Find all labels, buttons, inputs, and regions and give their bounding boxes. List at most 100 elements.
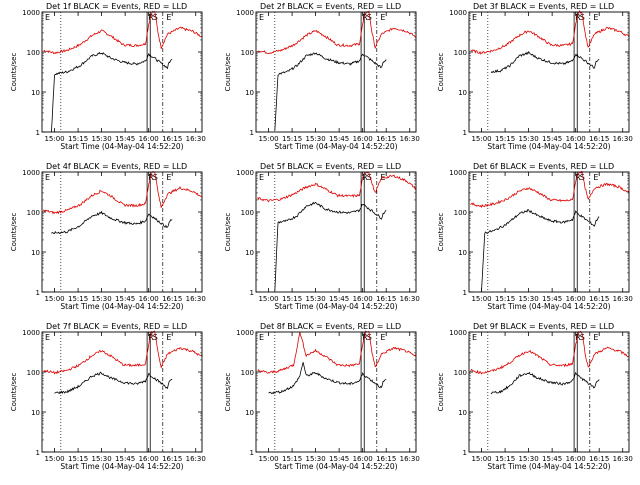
panel-det-5f: Det 5f BLACK = Events, RED = LLD 1 10 100 10…	[224, 162, 420, 311]
interval-marker-r: R	[575, 13, 581, 22]
plot-frame	[468, 331, 630, 453]
x-tick-label: 15:00	[258, 295, 278, 303]
x-tick-label: 16:00	[353, 135, 373, 143]
y-tick-label: 1	[36, 449, 40, 457]
x-tick-label: 15:00	[471, 295, 491, 303]
x-tick-label: 16:00	[139, 295, 159, 303]
x-tick-label: 15:45	[115, 455, 135, 463]
interval-marker-e: E	[45, 333, 50, 342]
y-axis-label: Counts/sec	[224, 213, 232, 252]
interval-marker-e: E	[45, 13, 50, 22]
y-tick-label: 1	[250, 449, 254, 457]
lld-series-line	[43, 330, 203, 375]
interval-marker-r: R	[575, 333, 581, 342]
interval-marker-e: E	[166, 13, 171, 22]
x-tick-label: 16:00	[566, 295, 586, 303]
y-tick-label: 10	[458, 89, 467, 97]
interval-marker-e: E	[259, 333, 264, 342]
y-axis-label: Counts/sec	[437, 373, 445, 412]
x-tick-label: 15:30	[92, 455, 112, 463]
x-tick-label: 16:30	[186, 135, 206, 143]
interval-marker-e: E	[472, 333, 477, 342]
x-tick-label: 15:45	[542, 135, 562, 143]
y-tick-label: 100	[241, 49, 254, 57]
y-tick-label: 1000	[236, 9, 254, 17]
interval-marker-r: R	[362, 173, 368, 182]
events-series-line	[274, 52, 387, 132]
x-axis-label: Start Time (04-May-04 14:52:20)	[487, 462, 610, 471]
events-series-line	[274, 201, 387, 292]
x-tick-label: 16:00	[566, 135, 586, 143]
x-tick-label: 15:30	[519, 135, 539, 143]
x-tick-label: 15:15	[282, 135, 302, 143]
lld-series-line	[470, 330, 630, 375]
x-tick-label: 15:00	[258, 135, 278, 143]
x-tick-label: 16:15	[162, 455, 182, 463]
lld-series-line	[257, 10, 417, 55]
y-tick-label: 1	[250, 129, 254, 137]
x-tick-label: 15:00	[471, 455, 491, 463]
interval-marker-e: E	[380, 333, 385, 342]
y-tick-label: 1000	[22, 169, 40, 177]
plot-frame	[255, 171, 417, 293]
interval-marker-e: E	[472, 173, 477, 182]
interval-marker-s: S	[153, 333, 158, 342]
y-axis-label: Counts/sec	[10, 213, 18, 252]
events-series-line	[481, 208, 600, 292]
x-tick-label: 16:15	[589, 135, 609, 143]
x-tick-label: 16:00	[353, 455, 373, 463]
x-tick-label: 15:00	[44, 295, 64, 303]
x-tick-label: 15:15	[68, 295, 88, 303]
x-tick-label: 16:15	[589, 295, 609, 303]
events-series-line	[268, 362, 387, 395]
interval-marker-s: S	[153, 13, 158, 22]
x-tick-label: 15:00	[44, 135, 64, 143]
x-tick-label: 15:45	[115, 135, 135, 143]
x-tick-label: 16:30	[400, 455, 420, 463]
x-tick-label: 15:30	[92, 135, 112, 143]
panel-det-1f: Det 1f BLACK = Events, RED = LLD 1 10 100 10…	[10, 2, 206, 151]
lld-series-line	[43, 10, 203, 55]
panel-title: Det 7f BLACK = Events, RED = LLD	[46, 322, 187, 331]
x-axis-label: Start Time (04-May-04 14:52:20)	[487, 302, 610, 311]
events-series-line	[51, 51, 173, 133]
x-axis-label: Start Time (04-May-04 14:52:20)	[60, 142, 183, 151]
y-tick-label: 1000	[449, 329, 467, 337]
x-tick-label: 15:30	[306, 135, 326, 143]
interval-marker-e: E	[593, 13, 598, 22]
x-tick-label: 15:45	[329, 135, 349, 143]
events-series-line	[490, 371, 600, 395]
panel-title: Det 8f BLACK = Events, RED = LLD	[260, 322, 401, 331]
y-tick-label: 100	[27, 209, 40, 217]
interval-marker-e: E	[259, 13, 264, 22]
y-tick-label: 1000	[22, 9, 40, 17]
events-series-line	[51, 210, 173, 235]
interval-marker-e: E	[472, 13, 477, 22]
x-axis-label: Start Time (04-May-04 14:52:20)	[60, 462, 183, 471]
x-tick-label: 15:30	[306, 455, 326, 463]
panel-det-4f: Det 4f BLACK = Events, RED = LLD 1 10 100 10…	[10, 162, 206, 311]
x-tick-label: 16:00	[353, 295, 373, 303]
interval-marker-e: E	[380, 13, 385, 22]
interval-marker-r: R	[148, 173, 154, 182]
interval-marker-r: R	[575, 173, 581, 182]
y-axis-label: Counts/sec	[437, 213, 445, 252]
y-axis-label: Counts/sec	[10, 53, 18, 92]
x-axis-label: Start Time (04-May-04 14:52:20)	[274, 462, 397, 471]
panel-title: Det 5f BLACK = Events, RED = LLD	[260, 162, 401, 171]
y-tick-label: 10	[245, 249, 254, 257]
x-axis-label: Start Time (04-May-04 14:52:20)	[487, 142, 610, 151]
x-tick-label: 16:15	[376, 455, 396, 463]
events-series-line	[490, 51, 600, 74]
plot-frame	[468, 11, 630, 133]
x-tick-label: 15:15	[495, 295, 515, 303]
y-tick-label: 10	[245, 89, 254, 97]
x-tick-label: 15:00	[471, 135, 491, 143]
x-tick-label: 16:15	[162, 135, 182, 143]
y-tick-label: 100	[454, 209, 467, 217]
x-tick-label: 16:30	[613, 455, 633, 463]
interval-marker-r: R	[148, 13, 154, 22]
panel-det-8f: Det 8f BLACK = Events, RED = LLD 1 10 100 10…	[224, 322, 420, 471]
x-tick-label: 15:00	[44, 455, 64, 463]
y-tick-label: 100	[27, 49, 40, 57]
